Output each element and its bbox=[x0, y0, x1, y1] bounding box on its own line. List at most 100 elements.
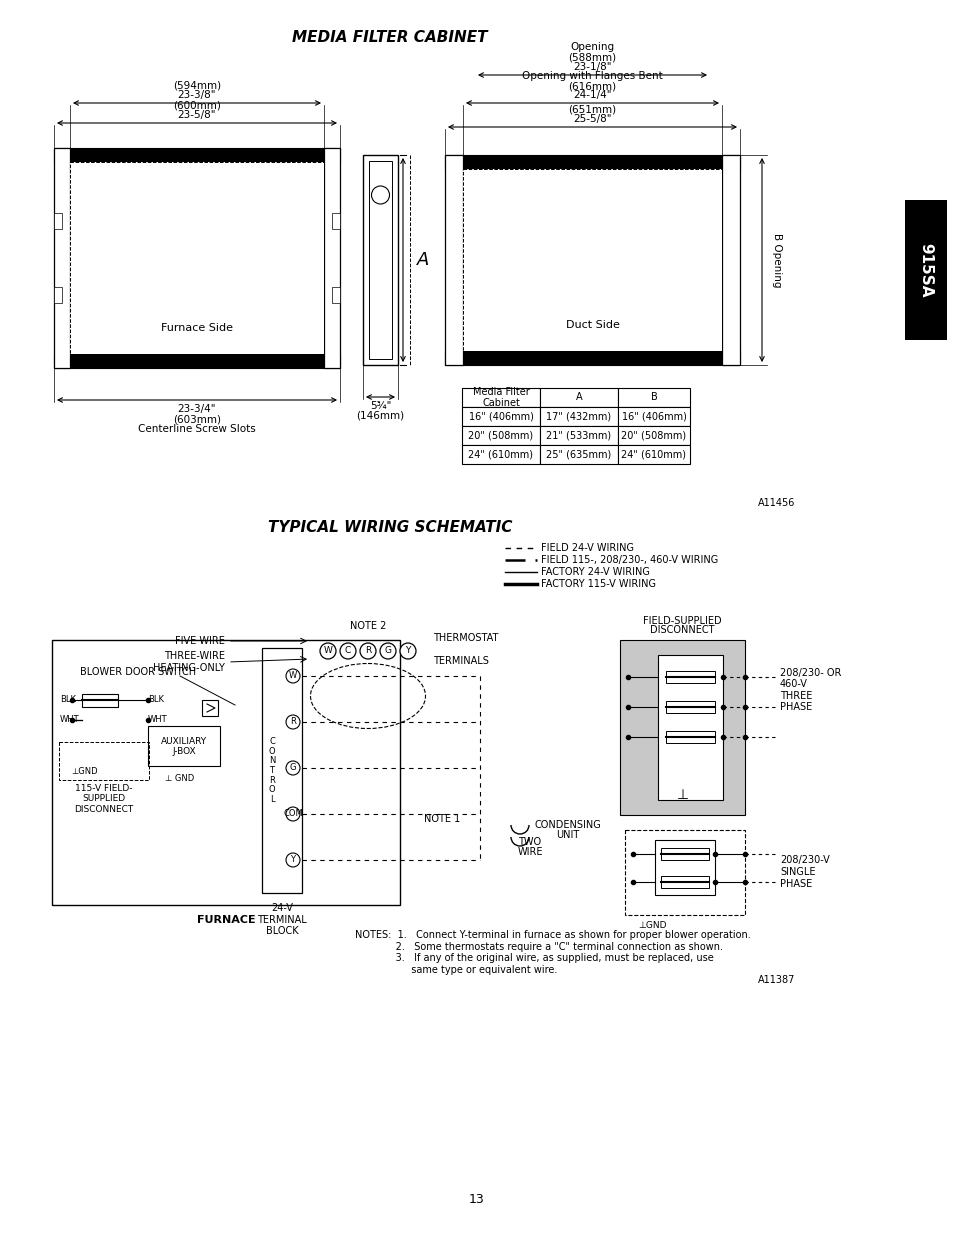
Text: Duct Side: Duct Side bbox=[565, 320, 618, 330]
Text: 20" (508mm): 20" (508mm) bbox=[468, 431, 533, 441]
Text: NOTE 1: NOTE 1 bbox=[423, 814, 459, 824]
Text: Opening with Flanges Bent: Opening with Flanges Bent bbox=[521, 70, 662, 82]
Circle shape bbox=[399, 643, 416, 659]
Text: B: B bbox=[650, 393, 657, 403]
Text: 24" (610mm): 24" (610mm) bbox=[620, 450, 686, 459]
Text: C: C bbox=[345, 646, 351, 656]
Text: 21" (533mm): 21" (533mm) bbox=[546, 431, 611, 441]
Text: FACTORY 24-V WIRING: FACTORY 24-V WIRING bbox=[540, 567, 649, 577]
Text: 24-1/4": 24-1/4" bbox=[573, 90, 611, 100]
Text: 23-3/4": 23-3/4" bbox=[177, 404, 216, 414]
Bar bbox=[624, 830, 744, 915]
Text: (588mm): (588mm) bbox=[568, 52, 616, 62]
Text: 16" (406mm): 16" (406mm) bbox=[468, 411, 533, 421]
Bar bbox=[461, 388, 539, 408]
Bar bbox=[655, 840, 714, 895]
Bar bbox=[665, 701, 714, 713]
Bar bbox=[618, 408, 689, 426]
Text: 23-1/8": 23-1/8" bbox=[573, 62, 611, 72]
Text: (600mm): (600mm) bbox=[172, 100, 221, 110]
Text: A11456: A11456 bbox=[757, 498, 794, 508]
Text: WIRE: WIRE bbox=[517, 847, 542, 857]
Text: ⊥ GND: ⊥ GND bbox=[165, 774, 194, 783]
Bar bbox=[324, 148, 339, 368]
Bar bbox=[539, 408, 618, 426]
Text: C
O
N
T
R
O
L: C O N T R O L bbox=[269, 737, 275, 804]
Text: 208/230- OR
460-V
THREE
PHASE: 208/230- OR 460-V THREE PHASE bbox=[780, 668, 841, 713]
Text: BLK: BLK bbox=[148, 695, 164, 704]
Text: J-BOX: J-BOX bbox=[172, 747, 195, 757]
Text: 5¾": 5¾" bbox=[370, 401, 391, 411]
Text: CONDENSING: CONDENSING bbox=[534, 820, 600, 830]
Bar bbox=[369, 161, 392, 359]
Text: BLOWER DOOR SWITCH: BLOWER DOOR SWITCH bbox=[80, 667, 196, 677]
Text: Furnace Side: Furnace Side bbox=[161, 324, 233, 333]
Text: FIVE WIRE: FIVE WIRE bbox=[175, 636, 225, 646]
Bar bbox=[461, 445, 539, 464]
Circle shape bbox=[319, 643, 335, 659]
Bar bbox=[462, 169, 721, 351]
Circle shape bbox=[286, 806, 299, 821]
Text: Media Filter
Cabinet: Media Filter Cabinet bbox=[472, 387, 529, 409]
Text: 20" (508mm): 20" (508mm) bbox=[620, 431, 686, 441]
Text: 915SA: 915SA bbox=[918, 243, 933, 298]
Text: 16" (406mm): 16" (406mm) bbox=[621, 411, 686, 421]
Bar bbox=[665, 671, 714, 683]
Text: (651mm): (651mm) bbox=[568, 104, 616, 114]
Text: A: A bbox=[575, 393, 581, 403]
Circle shape bbox=[359, 643, 375, 659]
Text: WHT: WHT bbox=[60, 715, 79, 725]
Bar bbox=[54, 148, 339, 162]
Bar bbox=[444, 156, 462, 366]
Text: HEATING-ONLY: HEATING-ONLY bbox=[153, 663, 225, 673]
Text: (603mm): (603mm) bbox=[172, 414, 221, 424]
Text: R: R bbox=[290, 718, 295, 726]
Text: 25" (635mm): 25" (635mm) bbox=[546, 450, 611, 459]
Bar bbox=[70, 162, 324, 354]
Bar bbox=[332, 212, 339, 228]
Bar bbox=[202, 700, 218, 716]
Text: UNIT: UNIT bbox=[556, 830, 579, 840]
Bar bbox=[70, 162, 324, 354]
Text: A11387: A11387 bbox=[757, 974, 794, 986]
Bar bbox=[618, 445, 689, 464]
Text: FIELD 24-V WIRING: FIELD 24-V WIRING bbox=[540, 543, 634, 553]
Text: FURNACE: FURNACE bbox=[196, 915, 255, 925]
Text: THERMOSTAT: THERMOSTAT bbox=[433, 634, 497, 643]
Text: NOTES:  1.   Connect Y-terminal in furnace as shown for proper blower operation.: NOTES: 1. Connect Y-terminal in furnace … bbox=[355, 930, 750, 974]
Text: 17" (432mm): 17" (432mm) bbox=[546, 411, 611, 421]
Text: DISCONNECT: DISCONNECT bbox=[650, 625, 714, 635]
Text: 115-V FIELD-
SUPPLIED
DISCONNECT: 115-V FIELD- SUPPLIED DISCONNECT bbox=[74, 784, 133, 814]
Text: R: R bbox=[364, 646, 371, 656]
Bar bbox=[618, 426, 689, 445]
Text: Centerline Screw Slots: Centerline Screw Slots bbox=[138, 424, 255, 433]
Circle shape bbox=[286, 669, 299, 683]
Text: TYPICAL WIRING SCHEMATIC: TYPICAL WIRING SCHEMATIC bbox=[268, 520, 512, 535]
Text: WHT: WHT bbox=[148, 715, 168, 725]
Text: TWO: TWO bbox=[517, 837, 541, 847]
Text: COM: COM bbox=[283, 809, 302, 819]
Text: MEDIA FILTER CABINET: MEDIA FILTER CABINET bbox=[292, 30, 487, 44]
Bar bbox=[658, 655, 722, 800]
Text: A: A bbox=[416, 251, 429, 269]
Text: FIELD-SUPPLIED: FIELD-SUPPLIED bbox=[642, 616, 721, 626]
Bar bbox=[539, 426, 618, 445]
Text: TERMINALS: TERMINALS bbox=[433, 656, 488, 666]
Bar bbox=[54, 148, 70, 368]
Text: ⊥GND: ⊥GND bbox=[639, 921, 666, 930]
Text: (146mm): (146mm) bbox=[356, 411, 404, 421]
Text: 208/230-V
SINGLE
PHASE: 208/230-V SINGLE PHASE bbox=[780, 856, 829, 889]
Text: BLK: BLK bbox=[60, 695, 76, 704]
Bar bbox=[262, 648, 302, 893]
Bar bbox=[461, 408, 539, 426]
Text: NOTE 2: NOTE 2 bbox=[350, 621, 386, 631]
Bar bbox=[461, 426, 539, 445]
Bar bbox=[618, 388, 689, 408]
Circle shape bbox=[286, 761, 299, 776]
Text: 24" (610mm): 24" (610mm) bbox=[468, 450, 533, 459]
Text: AUXILIARY: AUXILIARY bbox=[161, 737, 207, 746]
Text: Opening: Opening bbox=[570, 42, 614, 52]
Bar bbox=[539, 388, 618, 408]
Bar bbox=[444, 351, 740, 366]
Text: FACTORY 115-V WIRING: FACTORY 115-V WIRING bbox=[540, 579, 656, 589]
